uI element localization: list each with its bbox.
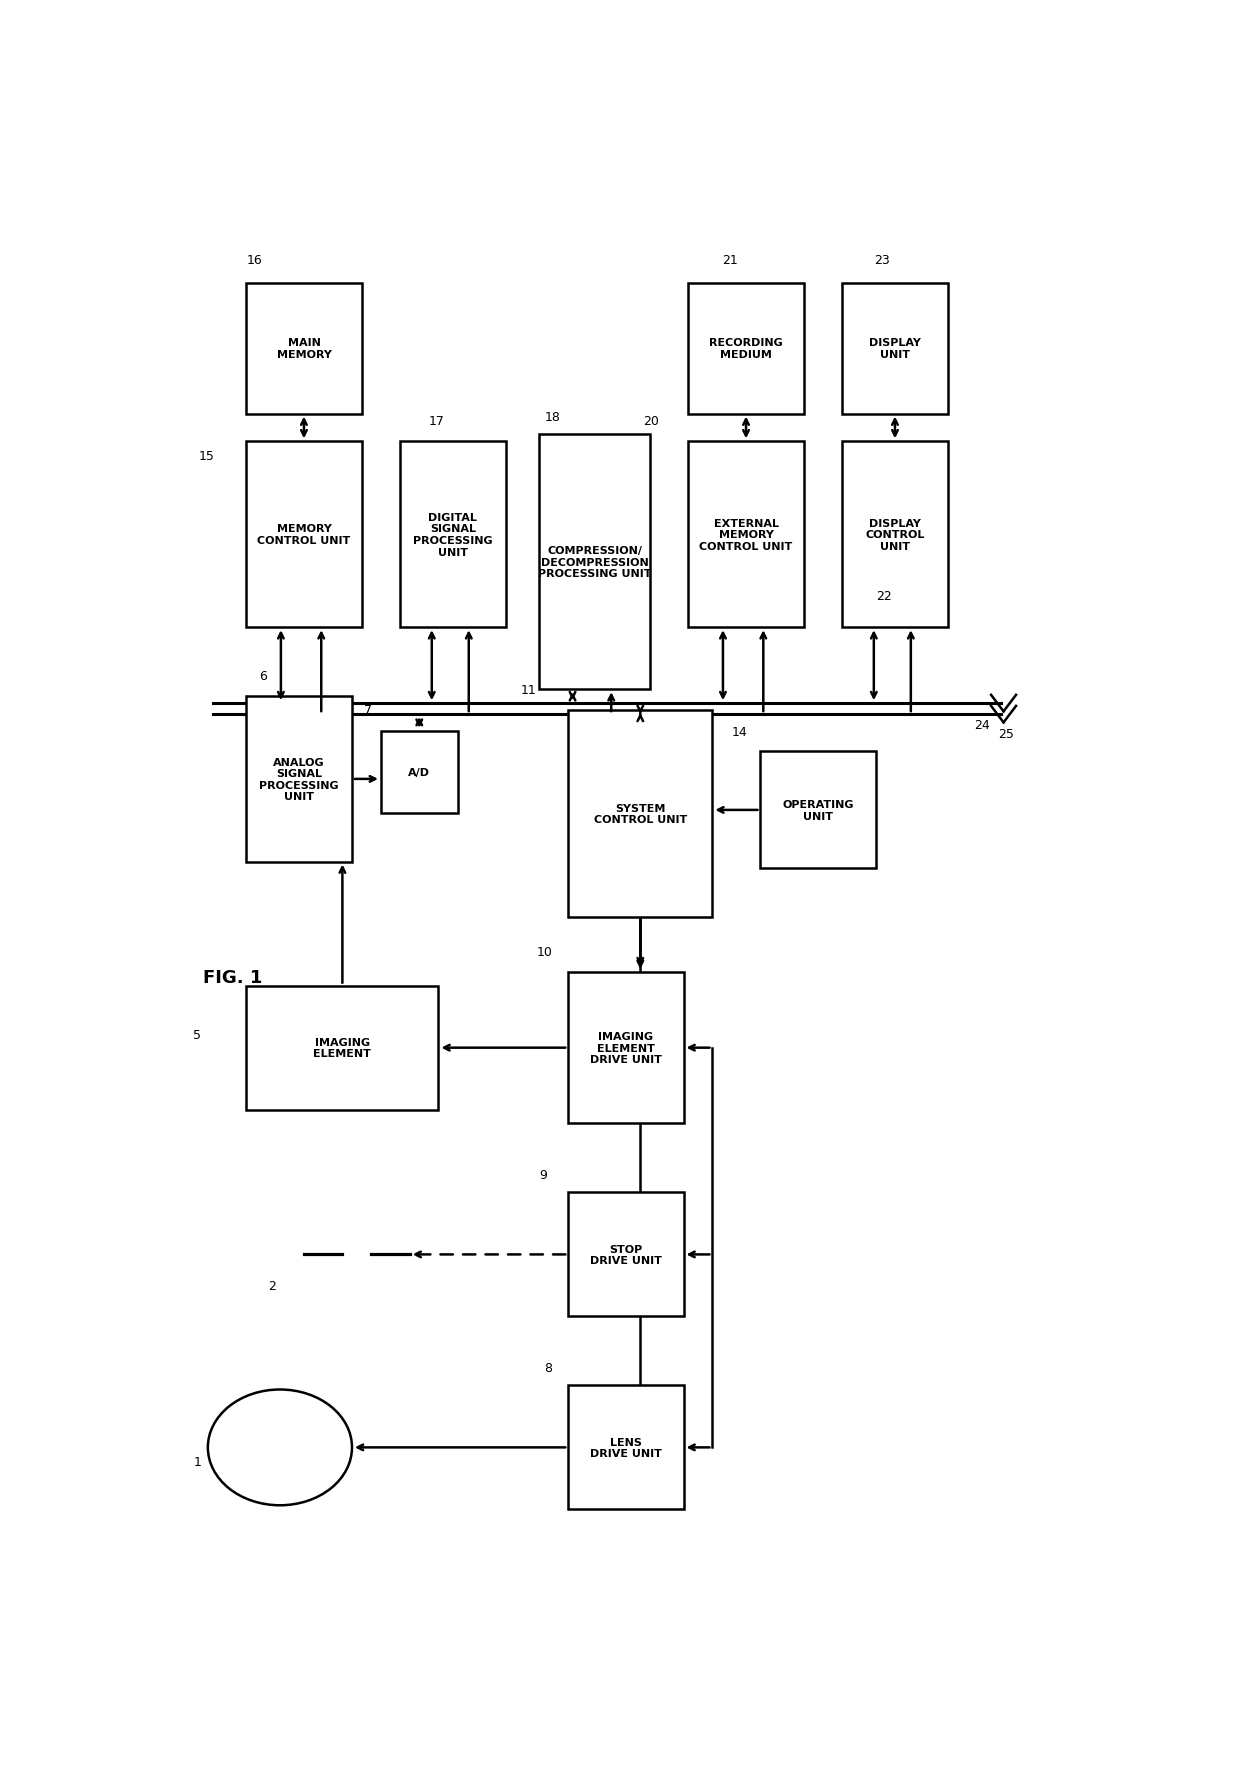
Bar: [247, 696, 352, 862]
Text: STOP
DRIVE UNIT: STOP DRIVE UNIT: [590, 1243, 662, 1265]
Text: DISPLAY
UNIT: DISPLAY UNIT: [869, 338, 921, 360]
Bar: [568, 1385, 683, 1510]
Text: 25: 25: [998, 728, 1013, 741]
Ellipse shape: [208, 1390, 352, 1505]
Bar: [381, 732, 458, 814]
Text: 20: 20: [644, 415, 660, 428]
Text: IMAGING
ELEMENT: IMAGING ELEMENT: [314, 1038, 371, 1059]
Bar: [568, 710, 712, 918]
Text: EXTERNAL
MEMORY
CONTROL UNIT: EXTERNAL MEMORY CONTROL UNIT: [699, 519, 792, 551]
Text: OPERATING
UNIT: OPERATING UNIT: [782, 800, 854, 821]
Bar: [247, 986, 439, 1109]
Bar: [842, 442, 947, 628]
Text: 16: 16: [247, 254, 262, 267]
Text: 9: 9: [539, 1168, 547, 1183]
Text: 22: 22: [875, 590, 892, 603]
Bar: [688, 283, 804, 415]
Bar: [539, 435, 650, 691]
Text: MEMORY
CONTROL UNIT: MEMORY CONTROL UNIT: [258, 524, 351, 546]
Text: 8: 8: [544, 1361, 552, 1374]
Text: DIGITAL
SIGNAL
PROCESSING
UNIT: DIGITAL SIGNAL PROCESSING UNIT: [413, 513, 492, 558]
Text: 24: 24: [973, 717, 990, 732]
Text: 21: 21: [722, 254, 738, 267]
Text: 23: 23: [874, 254, 889, 267]
Text: SYSTEM
CONTROL UNIT: SYSTEM CONTROL UNIT: [594, 803, 687, 825]
Bar: [568, 1193, 683, 1317]
Bar: [247, 442, 362, 628]
Text: 15: 15: [198, 449, 215, 463]
Text: 11: 11: [521, 683, 536, 698]
Bar: [760, 751, 875, 869]
Text: 7: 7: [365, 703, 372, 716]
Text: 1: 1: [193, 1454, 201, 1469]
Text: ANALOG
SIGNAL
PROCESSING
UNIT: ANALOG SIGNAL PROCESSING UNIT: [259, 757, 339, 801]
Bar: [568, 973, 683, 1123]
Text: 17: 17: [429, 415, 445, 428]
Text: 18: 18: [544, 411, 560, 424]
Text: 5: 5: [193, 1029, 201, 1041]
Text: RECORDING
MEDIUM: RECORDING MEDIUM: [709, 338, 782, 360]
Text: COMPRESSION/
DECOMPRESSION
PROCESSING UNIT: COMPRESSION/ DECOMPRESSION PROCESSING UN…: [538, 546, 651, 580]
Text: DISPLAY
CONTROL
UNIT: DISPLAY CONTROL UNIT: [866, 519, 925, 551]
Text: FIG. 1: FIG. 1: [203, 968, 263, 986]
Text: 2: 2: [268, 1279, 277, 1292]
Text: 6: 6: [259, 671, 267, 683]
Bar: [247, 283, 362, 415]
Text: IMAGING
ELEMENT
DRIVE UNIT: IMAGING ELEMENT DRIVE UNIT: [590, 1032, 662, 1064]
Text: LENS
DRIVE UNIT: LENS DRIVE UNIT: [590, 1437, 662, 1458]
Text: A/D: A/D: [408, 767, 430, 778]
Text: 10: 10: [537, 946, 552, 959]
Bar: [842, 283, 947, 415]
Bar: [688, 442, 804, 628]
Text: 14: 14: [732, 725, 748, 739]
Bar: [401, 442, 506, 628]
Text: MAIN
MEMORY: MAIN MEMORY: [277, 338, 331, 360]
